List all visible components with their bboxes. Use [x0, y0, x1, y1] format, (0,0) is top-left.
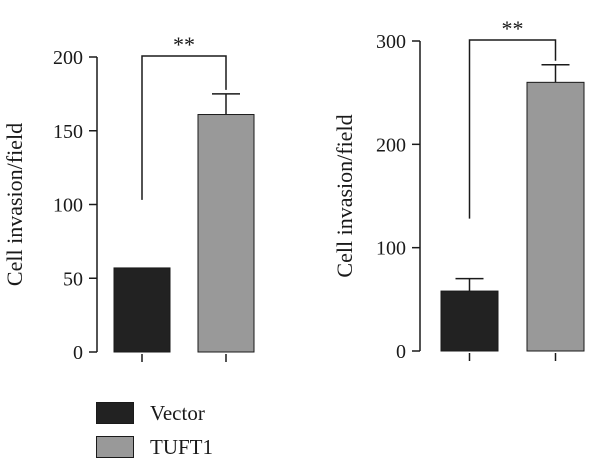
legend: Vector TUFT1: [96, 396, 213, 464]
y-tick-label: 0: [396, 341, 406, 363]
legend-item-tuft1: TUFT1: [96, 430, 213, 464]
legend-item-vector: Vector: [96, 396, 213, 430]
y-tick-label: 100: [53, 195, 83, 217]
y-tick-label: 200: [376, 134, 406, 156]
y-tick-label: 150: [53, 121, 83, 143]
chart-1: 0 50 100 150 200 Cell invasion/field **: [2, 32, 255, 364]
y-axis-label: Cell invasion/field: [332, 114, 357, 277]
y-tick-label: 100: [376, 238, 406, 260]
significance-bracket: [141, 55, 227, 200]
y-tick-label: 300: [376, 31, 406, 53]
significance-label: **: [173, 32, 195, 57]
chart-2: 0 100 200 300 Cell invasion/field **: [332, 16, 585, 363]
legend-label-tuft1: TUFT1: [150, 434, 213, 459]
legend-label-vector: Vector: [150, 400, 205, 425]
y-axis-label: Cell invasion/field: [2, 123, 27, 286]
legend-swatch-tuft1: [96, 436, 134, 458]
y-tick-label: 50: [63, 268, 83, 290]
bar-vector: [440, 290, 499, 352]
bar-tuft1: [526, 81, 585, 352]
bar-tuft1: [197, 114, 255, 353]
significance-bracket: [468, 39, 557, 219]
bar-vector: [113, 267, 171, 353]
legend-swatch-vector: [96, 402, 134, 424]
y-tick-label: 0: [73, 342, 83, 364]
y-tick-label: 200: [53, 47, 83, 69]
significance-label: **: [502, 16, 524, 41]
